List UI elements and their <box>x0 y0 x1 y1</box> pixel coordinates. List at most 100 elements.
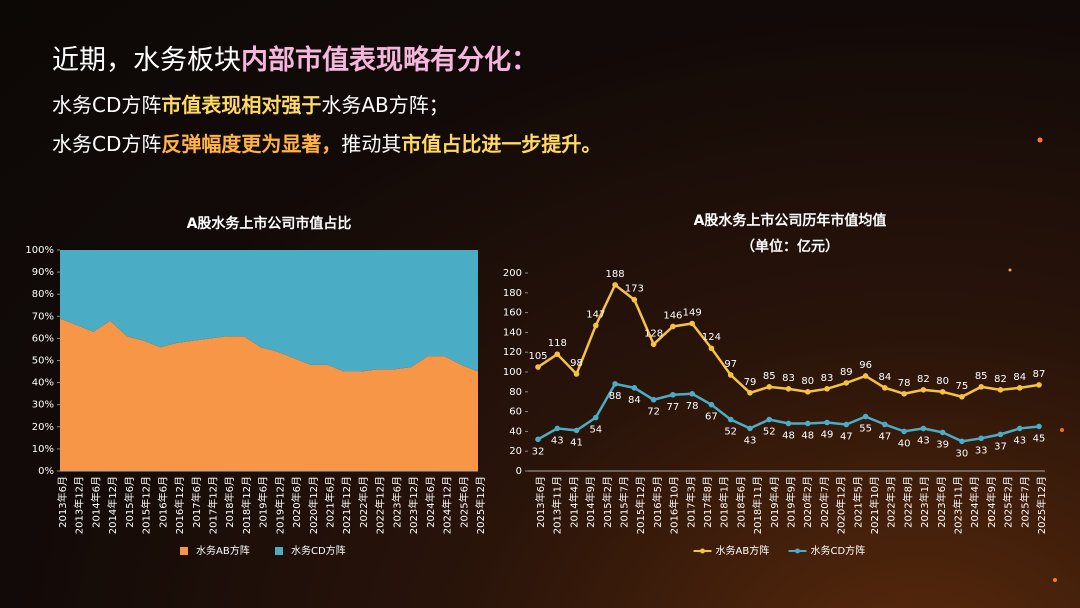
x-tick-label: 2019年9月 <box>785 476 798 528</box>
x-tick-label: 2019年4月 <box>768 476 781 528</box>
x-tick-label: 2015年12月 <box>140 476 153 534</box>
x-tick-label: 2014年4月 <box>567 476 580 528</box>
data-label: 52 <box>724 427 737 438</box>
data-label: 75 <box>956 381 969 392</box>
x-tick-label: 2024年6月 <box>424 476 437 528</box>
x-tick-label: 2024年9月 <box>985 476 998 528</box>
legend-label: 水务CD方阵 <box>291 544 346 557</box>
point <box>1016 385 1023 391</box>
point <box>843 380 850 386</box>
data-label: 147 <box>586 309 605 320</box>
y-tick-label: 40 <box>509 426 522 437</box>
x-tick-label: 2025年7月 <box>1018 476 1031 528</box>
x-tick-label: 2013年12月 <box>73 476 86 534</box>
data-label: 188 <box>606 269 625 280</box>
y-tick-label: 80 <box>509 387 522 398</box>
x-tick-label: 2014年9月 <box>584 476 597 528</box>
y-tick-label: 0% <box>38 466 54 477</box>
point <box>766 384 773 390</box>
legend-swatch <box>795 548 800 554</box>
x-tick-label: 2014年6月 <box>89 476 102 528</box>
y-tick-label: 60% <box>32 333 54 344</box>
point <box>843 421 850 428</box>
data-label: 49 <box>821 429 834 440</box>
x-tick-label: 2017年6月 <box>190 476 203 528</box>
area <box>60 250 478 372</box>
data-label: 173 <box>625 284 644 295</box>
data-label: 41 <box>570 437 583 448</box>
point <box>535 436 541 443</box>
point <box>920 387 927 393</box>
x-tick-label: 2015年2月 <box>601 476 614 528</box>
y-tick-label: 50% <box>32 356 54 367</box>
data-label: 149 <box>683 307 702 318</box>
point <box>708 401 715 408</box>
header-text: 水务AB方阵； <box>321 93 449 117</box>
y-tick-label: 90% <box>32 267 54 278</box>
point <box>939 389 946 395</box>
x-tick-label: 2024年4月 <box>968 476 981 528</box>
legend-label: 水务AB方阵 <box>196 544 250 557</box>
data-label: 54 <box>589 425 602 436</box>
x-tick-label: 2015年12月 <box>634 476 647 534</box>
data-label: 52 <box>763 427 776 438</box>
y-tick-label: 180 <box>503 288 522 299</box>
x-tick-label: 2016年12月 <box>173 476 186 534</box>
legend-label: 水务CD方阵 <box>811 544 866 557</box>
data-label: 80 <box>936 376 949 387</box>
y-tick-label: 60 <box>509 407 522 418</box>
y-tick-label: 100% <box>25 245 54 256</box>
data-label: 77 <box>667 402 680 413</box>
header-text: 近期，水务板块 <box>52 45 241 76</box>
data-label: 37 <box>994 441 1007 452</box>
point <box>593 414 599 421</box>
x-tick-label: 2023年6月 <box>935 476 948 528</box>
x-tick-label: 2022年8月 <box>901 476 914 528</box>
x-tick-label: 2018年1月 <box>718 476 731 528</box>
y-tick-label: 70% <box>32 311 54 322</box>
header-text: 反弹幅度更为显著， <box>161 132 342 156</box>
x-tick-label: 2020年12月 <box>307 476 320 534</box>
spark <box>1037 137 1043 143</box>
x-tick-label: 2013年6月 <box>56 476 69 528</box>
point <box>766 416 773 423</box>
header-line: 水务CD方阵反弹幅度更为显著，推动其市值占比进一步提升。 <box>52 128 601 157</box>
y-tick-label: 0 <box>516 466 522 477</box>
x-tick-label: 2020年12月 <box>835 476 848 534</box>
point <box>824 419 830 426</box>
x-tick-label: 2023年12月 <box>407 476 420 534</box>
point <box>747 425 753 432</box>
x-tick-label: 2021年5月 <box>851 476 864 528</box>
x-tick-label: 2025年12月 <box>1035 476 1048 534</box>
chart-title: A股水务上市公司市值占比 <box>187 215 352 232</box>
data-label: 84 <box>878 372 891 383</box>
x-tick-label: 2018年6月 <box>734 476 747 528</box>
x-tick-label: 2019年12月 <box>273 476 286 534</box>
legend-label: 水务AB方阵 <box>716 544 770 557</box>
header-text: 推动其 <box>341 132 402 156</box>
data-label: 85 <box>975 371 988 382</box>
point <box>727 372 734 378</box>
x-tick-label: 2016年10月 <box>668 476 681 534</box>
data-label: 55 <box>859 424 872 435</box>
point <box>670 391 676 398</box>
point <box>689 390 695 397</box>
x-tick-label: 2018年11月 <box>751 476 764 534</box>
x-tick-label: 2014年12月 <box>106 476 119 534</box>
x-tick-label: 2018年12月 <box>240 476 253 534</box>
x-tick-label: 2013年6月 <box>534 476 547 528</box>
point <box>554 351 561 357</box>
x-tick-label: 2020年7月 <box>818 476 831 528</box>
data-label: 47 <box>878 431 891 442</box>
spark <box>1053 578 1057 582</box>
data-label: 30 <box>956 448 969 459</box>
data-label: 98 <box>570 358 583 369</box>
chart-subtitle: （单位：亿元） <box>741 238 839 255</box>
x-tick-label: 2015年6月 <box>123 476 136 528</box>
x-tick-label: 2022年12月 <box>374 476 387 534</box>
point <box>670 323 676 330</box>
data-label: 128 <box>644 328 663 339</box>
legend-swatch <box>275 547 283 555</box>
